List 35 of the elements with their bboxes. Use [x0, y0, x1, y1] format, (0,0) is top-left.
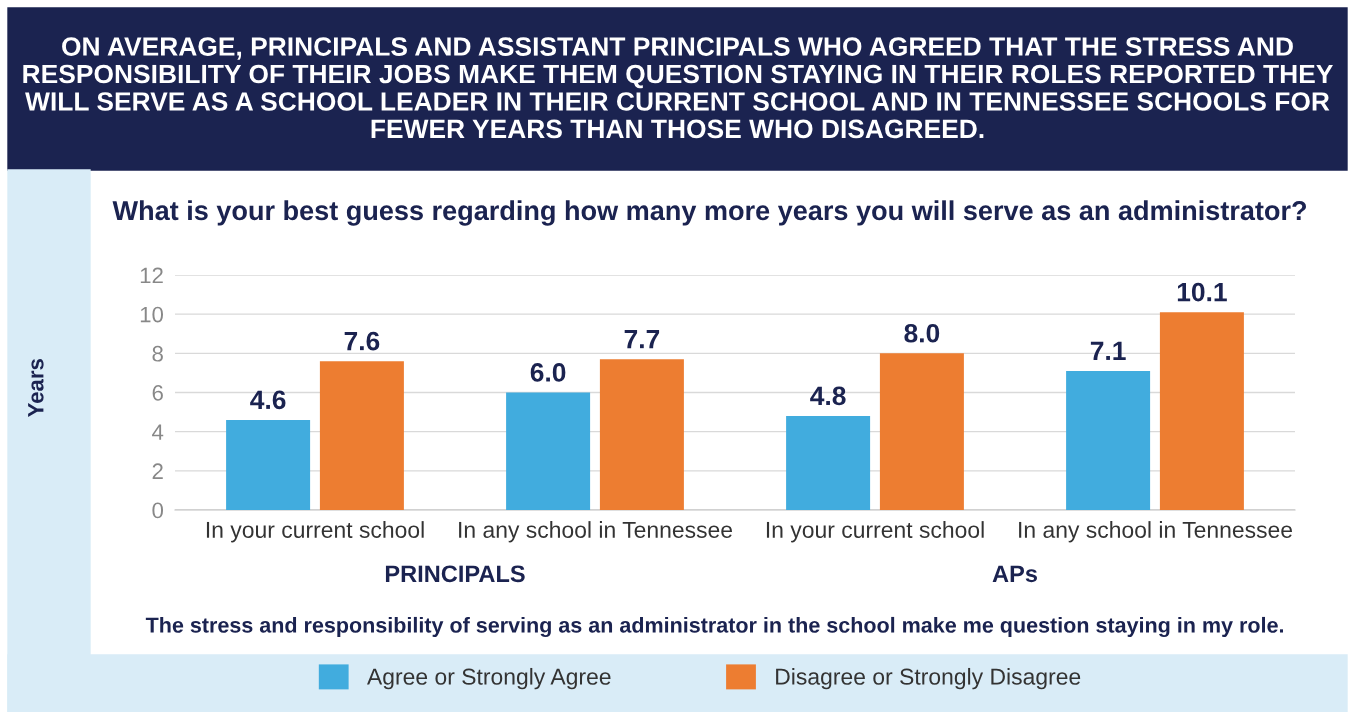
bar: [879, 353, 964, 510]
y-tick-label: 8: [152, 345, 163, 362]
text: 7.1: [1090, 341, 1126, 360]
y-axis-title: Years: [28, 359, 44, 418]
legend-label: Disagree or Strongly Disagree: [776, 667, 1081, 690]
chart-title: ON AVERAGE, PRINCIPALS AND ASSISTANT PRINCIPALS WHO AGREED THAT THE STRESS AND RESPONSIBILITY OF THEIR JOBS MAKE THEM QUESTION STAYING IN THEIR ROLES REPORTED THEY WILL SERVE AS A SCHOOL LEADER IN THEIR CURRENT SCHOOL AND IN TENNESSEE SCHOOLS FOR FEWER YEARS THAN THOSE WHO DISAGREED.: [23, 37, 1333, 139]
text: 4.8: [810, 386, 846, 406]
y-tick-label: 10: [140, 306, 164, 323]
bar: [599, 359, 684, 510]
text: PRINCIPALS: [385, 565, 525, 583]
text: 8.0: [904, 323, 940, 343]
text: APs: [992, 565, 1037, 583]
legend-label: Agree or Strongly Agree: [366, 667, 611, 690]
text: The stress and responsibility of serving as an administrator in the school make me question staying in my role.: [145, 616, 1283, 638]
text: 4.6: [250, 390, 286, 410]
bar: [226, 419, 311, 510]
bar: [319, 361, 404, 510]
text: 10.1: [1177, 282, 1227, 302]
text: 7.6: [344, 331, 380, 351]
x-tick-label: In your current school: [766, 521, 984, 543]
bar: [786, 416, 871, 510]
x-tick-label: In your current school: [206, 521, 424, 543]
x-tick-label: In any school in Tennessee: [459, 521, 733, 543]
y-tick-label: 6: [152, 385, 163, 401]
bar: [1066, 370, 1151, 510]
y-tick-label: 0: [152, 502, 164, 519]
y-tick-label: 2: [152, 463, 163, 479]
chart-subtitle: What is your best guess regarding how many more years you will serve as an administrator?: [112, 200, 1306, 226]
text: 6.0: [530, 363, 566, 382]
x-tick-label: In any school in Tennessee: [1019, 521, 1293, 543]
y-tick-label: 12: [140, 267, 163, 284]
bar: [506, 392, 591, 510]
y-tick-label: 4: [152, 424, 164, 440]
bar: [1159, 312, 1244, 510]
text: 7.7: [624, 330, 660, 349]
